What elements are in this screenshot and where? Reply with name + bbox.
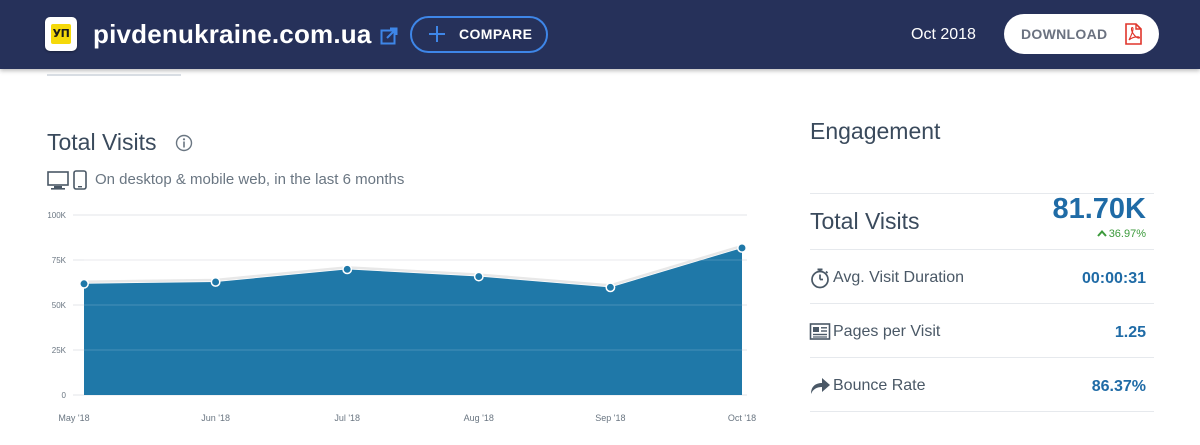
- divider: [810, 411, 1154, 412]
- total-visits-change: 36.97%: [1096, 227, 1146, 241]
- y-tick-label: 75K: [52, 256, 67, 265]
- divider: [810, 193, 1154, 194]
- visits-line: [83, 244, 743, 287]
- avg-visit-duration-value: 00:00:31: [1081, 270, 1146, 287]
- avg-visit-duration-label: Avg. Visit Duration: [833, 269, 965, 286]
- compare-button[interactable]: COMPARE: [410, 16, 548, 53]
- engagement-total-visits-label: Total Visits: [810, 208, 920, 234]
- pdf-icon: [1125, 23, 1142, 45]
- x-tick-label: Jul '18: [334, 413, 360, 423]
- top-header-bar: УП pivdenukraine.com.ua COMPARE Oct 2018…: [0, 0, 1200, 69]
- site-favicon: УП: [45, 17, 77, 51]
- visits-area: [84, 247, 742, 395]
- y-tick-label: 0: [62, 391, 67, 400]
- desktop-mobile-icon: [47, 170, 87, 190]
- x-tick-label: May '18: [58, 413, 89, 423]
- data-point: [605, 282, 616, 293]
- total-visits-subtitle: On desktop & mobile web, in the last 6 m…: [95, 171, 405, 188]
- divider: [810, 249, 1154, 250]
- bounce-arrow-icon: [811, 378, 830, 394]
- total-visits-title: Total Visits: [47, 129, 157, 155]
- chevron-up-icon: [1096, 229, 1107, 237]
- date-selector[interactable]: Oct 2018: [911, 26, 976, 43]
- divider: [810, 357, 1154, 358]
- bounce-rate-value: 86.37%: [1091, 378, 1146, 395]
- info-icon[interactable]: [175, 134, 193, 152]
- download-button-label: DOWNLOAD: [1021, 26, 1108, 42]
- external-link-icon[interactable]: [380, 27, 398, 45]
- total-visits-area-chart: 0 25K 50K 75K 100K May '18 Jun '18 Jul '18 Aug '…: [47, 211, 756, 423]
- x-tick-label: Aug '18: [464, 413, 494, 423]
- engagement-title: Engagement: [810, 118, 941, 144]
- data-point: [737, 242, 747, 253]
- compare-button-label: COMPARE: [459, 26, 533, 42]
- y-tick-label: 50K: [52, 301, 67, 310]
- bounce-rate-label: Bounce Rate: [833, 377, 926, 394]
- stopwatch-icon: [811, 268, 829, 289]
- x-tick-label: Jun '18: [201, 413, 230, 423]
- y-tick-label: 100K: [47, 211, 66, 220]
- data-point: [210, 277, 221, 287]
- total-visits-change-value: 36.97%: [1108, 228, 1146, 240]
- tab-underline: [47, 74, 181, 76]
- pages-per-visit-value: 1.25: [1114, 324, 1146, 341]
- x-tick-label: Sep '18: [595, 413, 625, 423]
- download-button[interactable]: DOWNLOAD: [1004, 14, 1159, 54]
- data-point: [79, 278, 89, 289]
- divider: [810, 303, 1154, 304]
- domain-title: pivdenukraine.com.ua: [93, 19, 372, 49]
- pages-per-visit-label: Pages per Visit: [833, 323, 941, 340]
- engagement-total-visits-value: 81.70K: [1052, 193, 1146, 225]
- data-point: [473, 271, 484, 282]
- pages-icon: [809, 323, 831, 340]
- data-point: [342, 264, 353, 275]
- plus-icon: [429, 26, 445, 42]
- x-tick-label: Oct '18: [728, 413, 756, 423]
- site-favicon-badge: УП: [51, 24, 71, 44]
- y-tick-label: 25K: [52, 346, 67, 355]
